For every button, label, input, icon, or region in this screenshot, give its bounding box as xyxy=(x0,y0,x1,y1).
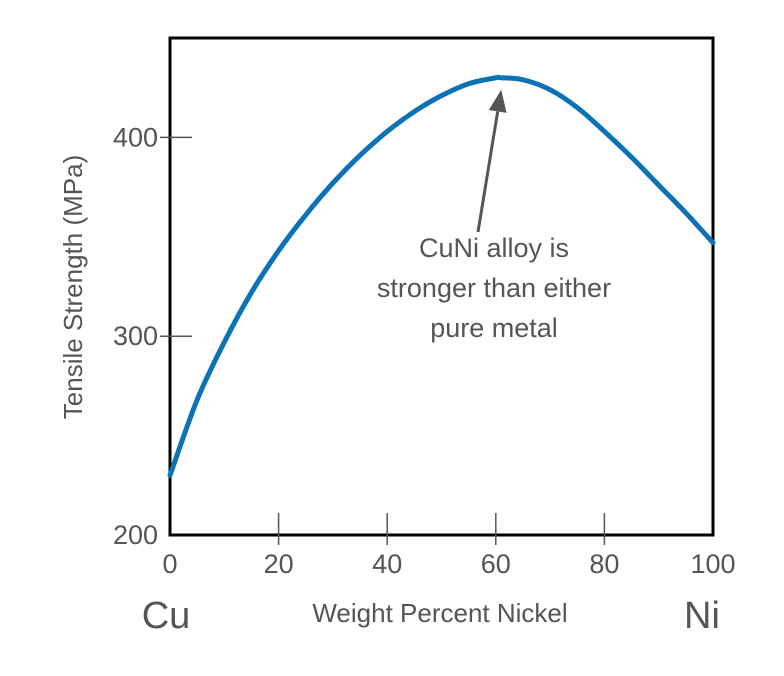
y-tick-label: 400 xyxy=(113,122,158,152)
x-axis-title: Weight Percent Nickel xyxy=(312,598,567,628)
y-axis-ticks: 200 300 400 xyxy=(113,122,192,550)
x-axis-ticks: 0 20 40 60 80 100 xyxy=(162,513,736,579)
x-tick-label: 0 xyxy=(162,549,177,579)
end-label-ni: Ni xyxy=(684,595,720,637)
annotation-line-2: stronger than either xyxy=(377,273,611,303)
x-tick-label: 60 xyxy=(481,549,511,579)
y-tick-label: 300 xyxy=(113,321,158,351)
annotation-line-1: CuNi alloy is xyxy=(419,233,569,263)
annotation-line-3: pure metal xyxy=(430,313,558,343)
x-tick-label: 80 xyxy=(589,549,619,579)
series-line-tensile-strength xyxy=(167,74,716,478)
annotation-arrow xyxy=(476,89,507,233)
x-tick-label: 40 xyxy=(372,549,402,579)
y-axis-title: Tensile Strength (MPa) xyxy=(58,155,88,419)
plot-frame xyxy=(168,36,715,537)
x-tick-label: 20 xyxy=(264,549,294,579)
x-tick-label: 100 xyxy=(690,549,735,579)
y-tick-label: 200 xyxy=(113,520,158,550)
end-label-cu: Cu xyxy=(142,595,191,637)
